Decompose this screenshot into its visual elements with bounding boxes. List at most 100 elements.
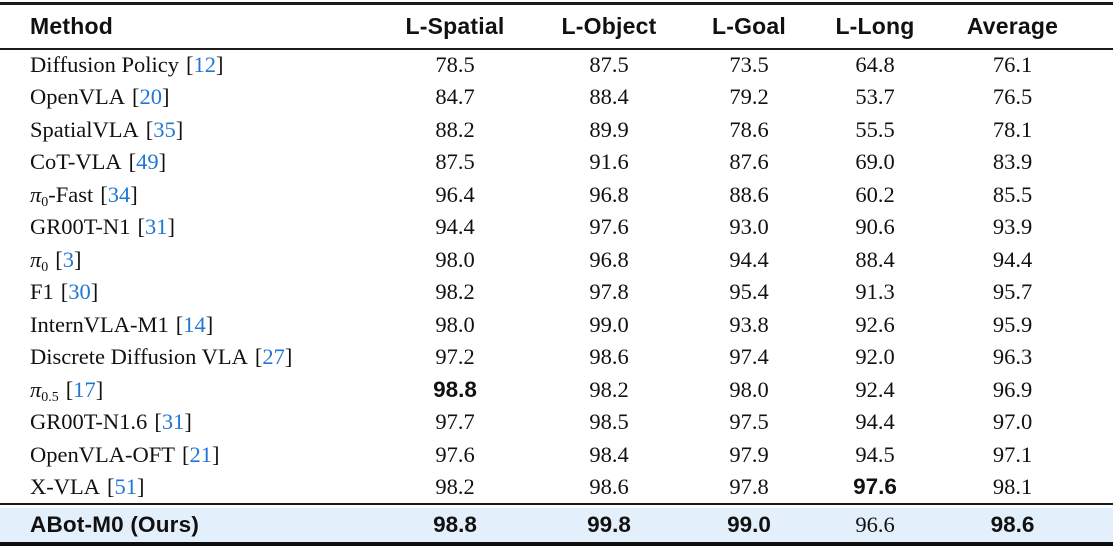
- method-cell: Discrete Diffusion VLA [27]: [0, 341, 380, 374]
- method-cell: π0-Fast [34]: [0, 179, 380, 212]
- value-cell: 78.5: [435, 52, 475, 78]
- value-cell: 78.6: [729, 116, 769, 142]
- method-cell: π0 [3]: [0, 244, 380, 277]
- value-cell: 83.9: [992, 149, 1033, 175]
- value-cell: 96.6: [855, 511, 895, 537]
- method-cell: Diffusion Policy [12]: [0, 49, 380, 82]
- citation-link[interactable]: [20]: [131, 84, 170, 110]
- value-cell: 93.0: [729, 214, 769, 240]
- value-cell: 99.0: [589, 311, 629, 337]
- value-cell: 96.9: [992, 376, 1033, 402]
- value-cell: 78.1: [992, 116, 1033, 142]
- method-name: F1: [30, 279, 54, 305]
- value-cell: 95.9: [992, 311, 1033, 337]
- table-row: X-VLA [51] 98.2 98.6 97.8 97.6 98.1: [0, 471, 1113, 504]
- citation-link[interactable]: [35]: [145, 116, 184, 142]
- col-header-l-spatial: L-Spatial: [405, 12, 505, 39]
- value-cell: 73.5: [729, 52, 769, 78]
- citation-link[interactable]: [14]: [175, 311, 214, 337]
- value-cell: 97.8: [729, 473, 769, 499]
- method-cell: F1 [30]: [0, 276, 380, 309]
- value-cell: 87.5: [435, 149, 475, 175]
- value-cell: 90.6: [855, 214, 895, 240]
- table-row: OpenVLA [20] 84.7 88.4 79.2 53.7 76.5: [0, 81, 1113, 114]
- method-name: CoT-VLA: [30, 149, 122, 175]
- value-cell-best: 99.0: [727, 511, 771, 537]
- value-cell: 96.4: [435, 181, 475, 207]
- value-cell: 98.2: [435, 279, 475, 305]
- method-cell: GR00T-N1.6 [31]: [0, 406, 380, 439]
- value-cell: 53.7: [855, 84, 895, 110]
- citation-link[interactable]: [51]: [106, 473, 145, 499]
- value-cell-best: 97.6: [853, 473, 897, 499]
- value-cell: 98.6: [589, 473, 629, 499]
- citation-link[interactable]: [34]: [100, 181, 138, 207]
- method-name: InternVLA-M1: [30, 311, 169, 337]
- table-bottom-rule: [0, 541, 1113, 546]
- method-cell: OpenVLA-OFT [21]: [0, 439, 380, 472]
- method-name: X-VLA: [30, 473, 100, 499]
- method-cell: OpenVLA [20]: [0, 81, 380, 114]
- value-cell: 97.5: [729, 409, 769, 435]
- table-row: π0.5 [17] 98.8 98.2 98.0 92.4 96.9: [0, 374, 1113, 407]
- value-cell: 88.4: [855, 246, 895, 272]
- citation-link[interactable]: [17]: [65, 376, 104, 402]
- method-name: GR00T-N1.6: [30, 409, 148, 435]
- value-cell: 94.4: [992, 246, 1033, 272]
- table-row: GR00T-N1.6 [31] 97.7 98.5 97.5 94.4 97.0: [0, 406, 1113, 439]
- citation-link[interactable]: [27]: [254, 344, 293, 370]
- value-cell: 92.0: [855, 344, 895, 370]
- col-header-l-object: L-Object: [561, 12, 657, 39]
- highlighted-ours-row: ABot-M0 (Ours) 98.8 99.8 99.0 96.6 98.6: [0, 507, 1113, 542]
- method-cell: CoT-VLA [49]: [0, 146, 380, 179]
- value-cell: 97.1: [992, 441, 1033, 467]
- method-name: π0.5: [30, 376, 59, 405]
- table-header: Method L-Spatial L-Object L-Goal L-Long …: [0, 4, 1113, 49]
- method-name: Diffusion Policy: [30, 52, 179, 78]
- value-cell: 55.5: [855, 116, 895, 142]
- value-cell: 96.3: [992, 344, 1033, 370]
- method-cell-ours: ABot-M0 (Ours): [30, 511, 200, 537]
- method-cell: X-VLA [51]: [0, 471, 380, 504]
- value-cell: 98.1: [992, 473, 1033, 499]
- value-cell: 97.7: [435, 409, 475, 435]
- value-cell: 97.9: [729, 441, 769, 467]
- value-cell: 98.6: [589, 344, 629, 370]
- value-cell-best: 98.8: [433, 376, 477, 402]
- value-cell-best: 98.8: [433, 511, 477, 537]
- value-cell: 79.2: [729, 84, 769, 110]
- citation-link[interactable]: [21]: [181, 441, 220, 467]
- value-cell: 98.2: [435, 473, 475, 499]
- value-cell: 76.5: [992, 84, 1033, 110]
- value-cell: 88.6: [729, 181, 769, 207]
- results-table: Method L-Spatial L-Object L-Goal L-Long …: [0, 2, 1113, 505]
- value-cell: 91.6: [589, 149, 629, 175]
- value-cell: 87.5: [589, 52, 629, 78]
- value-cell: 97.8: [589, 279, 629, 305]
- value-cell: 96.8: [589, 181, 629, 207]
- citation-link[interactable]: [30]: [60, 279, 99, 305]
- value-cell: 85.5: [992, 181, 1033, 207]
- citation-link[interactable]: [49]: [128, 149, 167, 175]
- citation-link[interactable]: [3]: [55, 246, 82, 272]
- method-cell: SpatialVLA [35]: [0, 114, 380, 147]
- method-name: Discrete Diffusion VLA: [30, 344, 248, 370]
- value-cell: 96.8: [589, 246, 629, 272]
- value-cell: 92.4: [855, 376, 895, 402]
- value-cell-best: 99.8: [587, 511, 631, 537]
- value-cell: 98.0: [435, 246, 475, 272]
- col-header-l-goal: L-Goal: [711, 12, 787, 39]
- method-cell: π0.5 [17]: [0, 374, 380, 407]
- method-cell: GR00T-N1 [31]: [0, 211, 380, 244]
- value-cell: 98.2: [589, 376, 629, 402]
- method-name: OpenVLA-OFT: [30, 441, 175, 467]
- table-row: π0-Fast [34] 96.4 96.8 88.6 60.2 85.5: [0, 179, 1113, 212]
- citation-link[interactable]: [31]: [137, 214, 175, 240]
- value-cell: 93.9: [992, 214, 1033, 240]
- citation-link[interactable]: [31]: [154, 409, 192, 435]
- citation-link[interactable]: [12]: [185, 52, 224, 78]
- value-cell: 98.4: [589, 441, 629, 467]
- value-cell: 60.2: [855, 181, 895, 207]
- value-cell: 88.4: [589, 84, 629, 110]
- col-header-l-long: L-Long: [835, 12, 915, 39]
